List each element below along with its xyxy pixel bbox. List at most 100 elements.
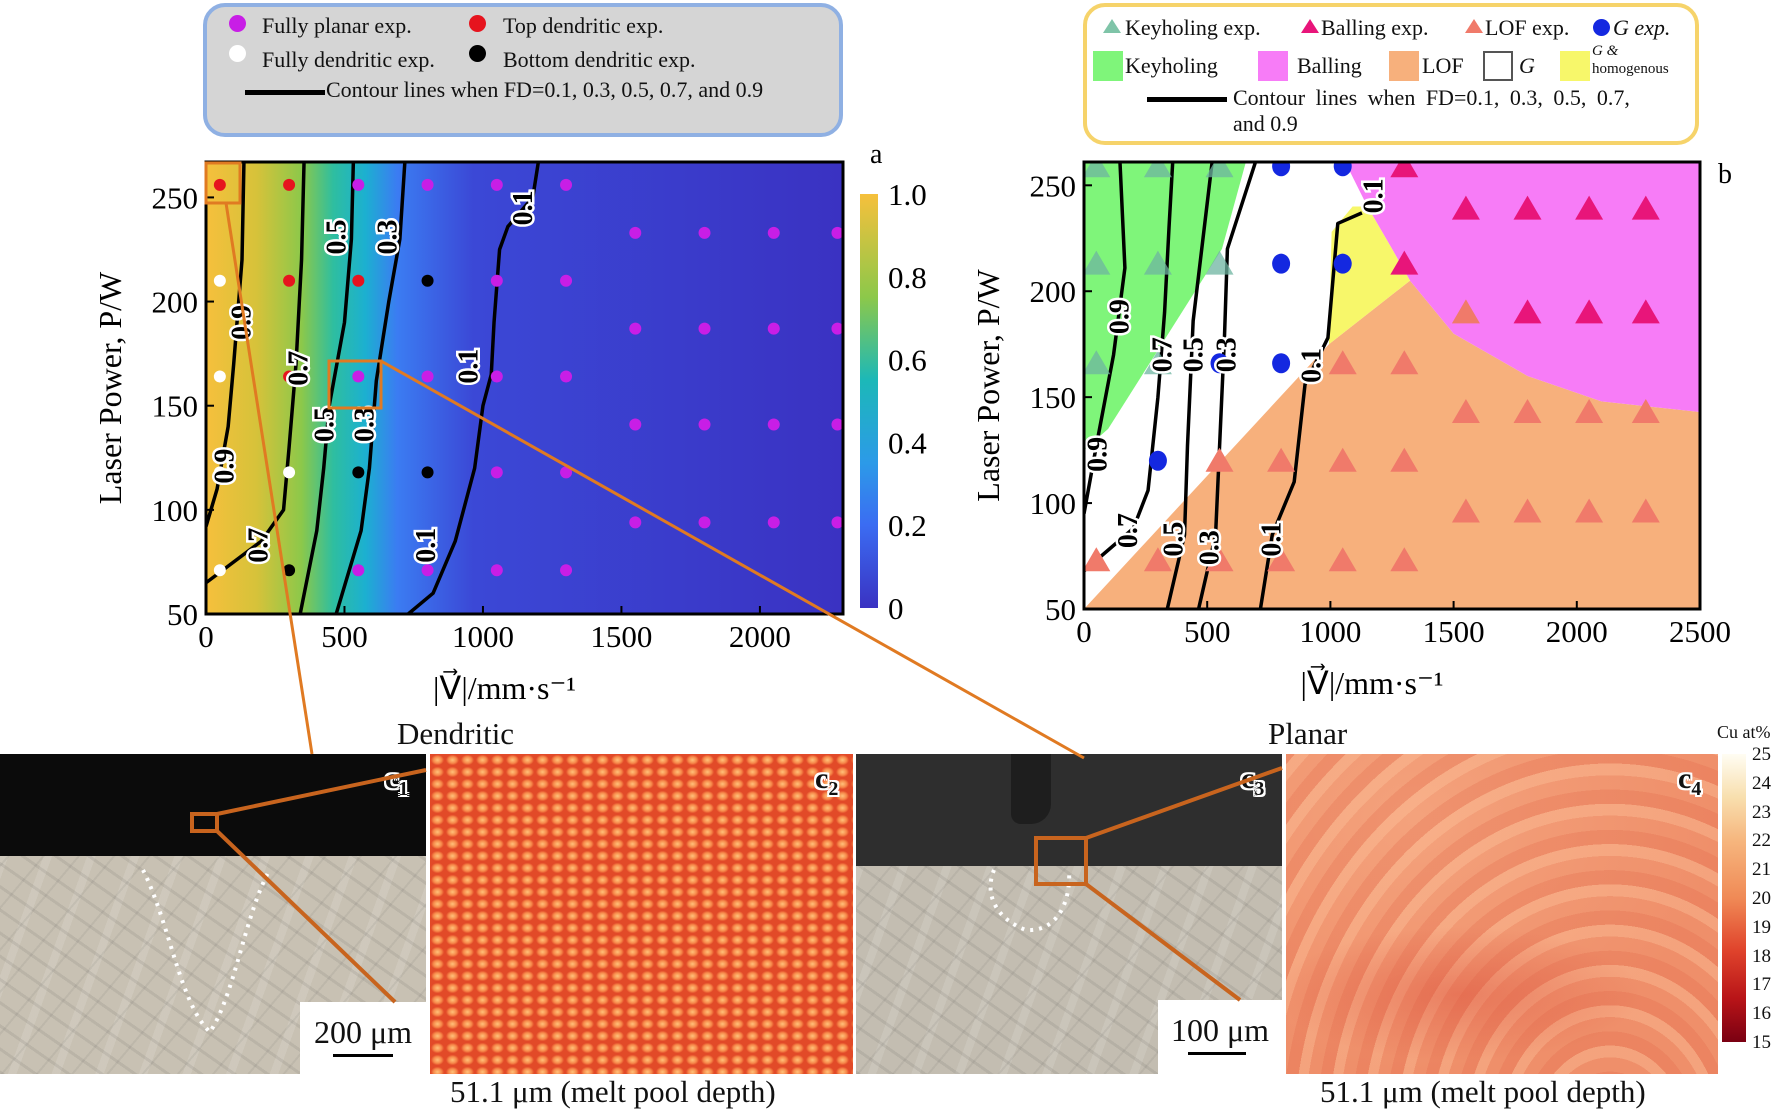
contour-line-0.9 xyxy=(1084,162,1127,514)
data-point-full_dendritic xyxy=(213,564,226,577)
data-point-planar xyxy=(629,418,642,431)
planar-marker-icon xyxy=(229,15,246,32)
data-point-full_dendritic xyxy=(213,370,226,383)
data-point-lof xyxy=(1328,447,1357,472)
contour-label: 0.1 xyxy=(454,349,485,384)
data-point-planar xyxy=(490,178,503,191)
contour-label: 0.9 xyxy=(226,305,257,340)
x-axis-label: |V⃗|/mm·s⁻¹ xyxy=(433,668,576,706)
data-point-bottom xyxy=(421,466,434,479)
dendritic-label: Dendritic xyxy=(397,716,515,751)
contour-label: 0.7 xyxy=(1147,337,1178,372)
caption-right: 51.1 μm (melt pool depth) xyxy=(1320,1074,1646,1109)
data-point-planar xyxy=(698,418,711,431)
data-point-lof xyxy=(1451,498,1480,523)
contour-label: 0.3 xyxy=(1212,337,1243,372)
data-point-g xyxy=(1333,253,1352,274)
cu-colorbar-tick-label: 18 xyxy=(1752,945,1771,967)
legend-label: Fully dendritic exp. xyxy=(262,47,435,72)
contour-label: 0.7 xyxy=(1113,513,1144,548)
composition-map-c4: c4 xyxy=(1286,754,1718,1074)
y-tick-label: 150 xyxy=(1030,380,1077,415)
data-point-bottom xyxy=(283,564,296,577)
data-point-planar xyxy=(421,564,434,577)
scale-bar-label: 200 μm xyxy=(313,1014,413,1050)
colorbar-tick-label: 0.4 xyxy=(888,425,927,460)
data-point-lof xyxy=(1631,498,1660,523)
scale-bar xyxy=(1188,1052,1246,1055)
data-point-planar xyxy=(560,274,573,287)
panel-label-c2: c2 xyxy=(815,762,839,800)
dendritic-marker-icon xyxy=(229,45,246,62)
data-point-planar xyxy=(698,322,711,335)
y-tick-label: 250 xyxy=(1030,168,1077,203)
data-point-planar xyxy=(629,322,642,335)
region-lof xyxy=(1084,280,1700,609)
data-point-full_dendritic xyxy=(283,466,296,479)
contour-line-0.1 xyxy=(1258,211,1363,609)
cu-colorbar xyxy=(1722,754,1746,1042)
colorbar-tick-label: 0.8 xyxy=(888,260,927,295)
cu-colorbar-tick-label: 16 xyxy=(1752,1003,1771,1025)
data-point-planar xyxy=(560,370,573,383)
data-point-lof xyxy=(1513,498,1542,523)
y-tick-label: 250 xyxy=(152,180,199,215)
data-point-planar xyxy=(421,370,434,383)
planar-label: Planar xyxy=(1268,716,1348,751)
contour-line-0.5 xyxy=(1165,162,1214,609)
cu-colorbar-tick-label: 21 xyxy=(1752,859,1771,881)
legend-panel-b: Keyholing exp. Balling exp. LOF exp. G e… xyxy=(1083,3,1699,145)
keyholing-triangle-icon xyxy=(1103,19,1121,33)
lof-triangle-icon xyxy=(1465,19,1483,33)
panel-label-c1: c1 xyxy=(385,762,409,800)
colorbar-tick-label: 0 xyxy=(888,591,904,626)
x-tick-label: 0 xyxy=(198,619,214,654)
bottom-dendritic-marker-icon xyxy=(469,45,486,62)
scale-bar-box: 100 μm xyxy=(1158,1000,1282,1074)
y-axis-label: Laser Power, P/W xyxy=(92,271,128,504)
data-point-planar xyxy=(831,322,843,335)
x-tick-label: 1000 xyxy=(452,619,514,654)
legend-label: Bottom dendritic exp. xyxy=(503,47,696,72)
data-point-balling xyxy=(1390,162,1419,178)
data-point-planar xyxy=(698,516,711,529)
data-point-planar xyxy=(831,226,843,239)
panel-label-c3: c3 xyxy=(1241,762,1265,800)
scale-bar-label: 100 μm xyxy=(1170,1012,1270,1048)
y-tick-label: 100 xyxy=(1030,486,1077,521)
legend-label: Contour lines when FD=0.1, 0.3, 0.5, 0.7… xyxy=(1233,85,1630,110)
data-point-planar xyxy=(490,564,503,577)
balling-swatch-icon xyxy=(1258,51,1288,81)
legend-label: homogenous xyxy=(1592,61,1669,77)
data-point-full_dendritic xyxy=(213,466,226,479)
data-point-balling xyxy=(1513,195,1542,220)
data-point-keyholing xyxy=(1205,162,1234,178)
data-point-top xyxy=(352,274,365,287)
legend-label: Fully planar exp. xyxy=(262,13,412,38)
g-swatch-icon xyxy=(1483,51,1513,81)
contour-label: 0.5 xyxy=(1179,337,1210,372)
x-tick-label: 500 xyxy=(1184,614,1231,649)
colorbar-tick-label: 0.2 xyxy=(888,508,927,543)
data-point-balling xyxy=(1390,250,1419,275)
data-point-planar xyxy=(767,516,780,529)
plot-a: 0.10.5 0.30.90.7 0.10.5 0.30.90.7 0.10 500 100… xyxy=(92,160,927,706)
contour-label: 0.3 xyxy=(1195,530,1226,565)
x-tick-label: 1500 xyxy=(1423,614,1485,649)
micrograph-c3: c3 100 μm xyxy=(856,754,1282,1074)
data-point-balling xyxy=(1451,195,1480,220)
y-tick-label: 50 xyxy=(1045,592,1076,627)
data-point-planar xyxy=(767,322,780,335)
cu-colorbar-tick-label: 25 xyxy=(1752,744,1771,765)
data-point-planar xyxy=(421,178,434,191)
data-point-planar xyxy=(629,516,642,529)
data-point-planar xyxy=(560,466,573,479)
data-point-planar xyxy=(352,178,365,191)
y-tick-label: 100 xyxy=(152,493,199,528)
dark-inclusion xyxy=(1011,754,1051,824)
x-tick-label: 2000 xyxy=(729,619,791,654)
contour-label: 0.9 xyxy=(1082,437,1113,472)
data-point-planar xyxy=(352,564,365,577)
data-point-lof xyxy=(1205,447,1234,472)
plot-area: 0.1 0.5 0.3 0.9 0.7 0.1 0.5 0.3 0.9 0.7 0.1 xyxy=(206,162,843,614)
